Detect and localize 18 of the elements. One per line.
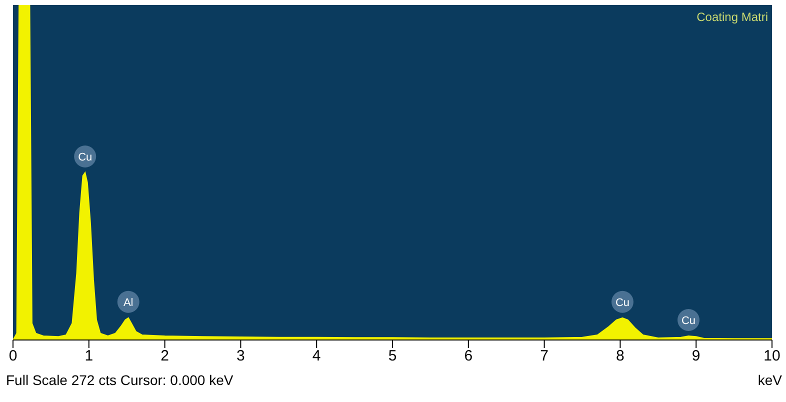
annotation: Cu [615, 296, 630, 309]
x-tick-label: 9 [692, 348, 700, 365]
x-tick-label: 8 [616, 348, 624, 365]
x-tick-label: 0 [8, 348, 18, 365]
x-tick-label: 1 [84, 348, 94, 365]
annotation: Al [123, 296, 134, 309]
x-tick-label: 10 [764, 348, 780, 365]
x-tick-label: 4 [312, 348, 321, 365]
x-tick-label: 5 [388, 348, 397, 365]
x-axis-title: keV [758, 372, 782, 390]
x-tick-label: 6 [464, 348, 473, 365]
chart-title: Coating Matri [696, 10, 768, 24]
x-tick-label: 7 [540, 348, 548, 365]
annotation: Cu [681, 314, 696, 327]
annotation: Cu [78, 152, 92, 164]
text: Full Scale 272 cts Cursor: 0.000 keV [6, 372, 234, 390]
x-tick-label: 3 [236, 348, 245, 365]
x-tick-label: 2 [160, 348, 169, 365]
